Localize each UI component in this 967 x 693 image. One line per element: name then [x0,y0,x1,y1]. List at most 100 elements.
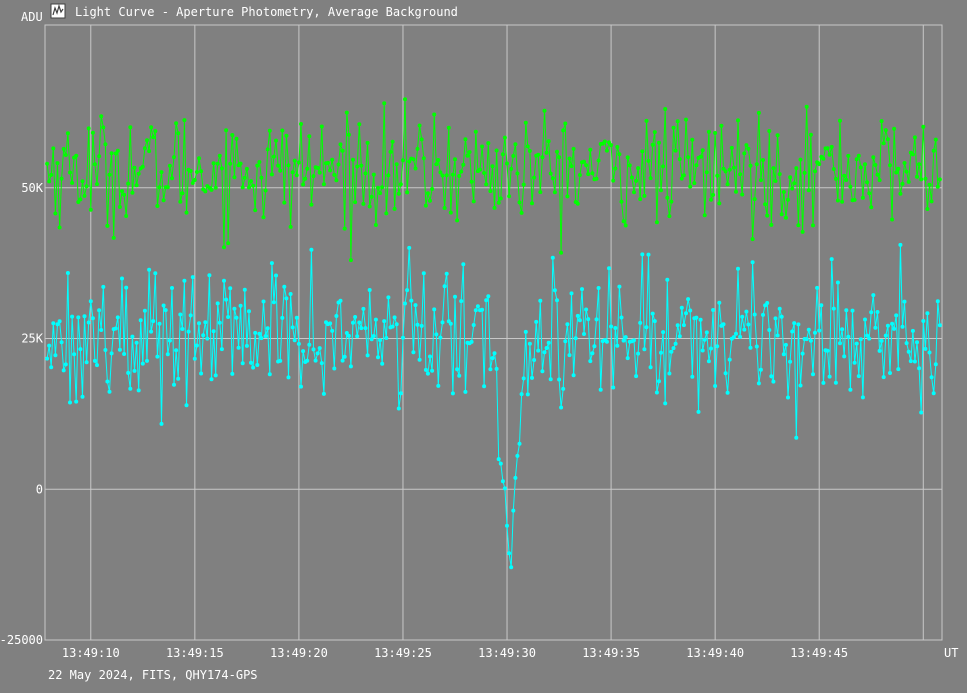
data-point [571,146,576,151]
data-point [736,118,740,123]
data-point [704,330,709,335]
data-point [257,331,262,336]
data-point [101,125,106,130]
data-point [921,319,926,323]
data-point [846,334,851,339]
data-point [517,200,522,205]
data-point [49,172,54,177]
data-point [679,305,684,310]
data-point [192,178,197,182]
data-point [244,166,249,171]
data-point [577,318,582,323]
data-point [186,329,191,334]
data-point [199,371,204,376]
data-point [53,211,58,216]
data-point [748,163,753,168]
data-point [681,323,686,328]
data-point [170,286,174,290]
data-point [86,126,91,131]
data-point [767,328,772,332]
data-point [132,368,137,373]
data-point [394,322,399,327]
data-point [590,351,595,356]
data-point [858,337,863,342]
data-point [915,174,919,179]
data-point [170,176,174,181]
data-point [228,286,233,291]
data-point [403,97,407,102]
data-point [788,359,793,364]
data-point [442,206,447,210]
data-point [163,308,168,313]
data-point [244,343,249,348]
data-point [65,271,70,275]
data-point [619,315,624,320]
data-point [661,330,666,335]
data-point [392,315,397,320]
x-tick-label: 13:49:40 [686,646,744,660]
data-point [288,292,293,296]
data-point [502,135,507,140]
data-point [744,309,749,314]
data-point [890,217,895,222]
data-point [153,271,158,276]
data-point [765,213,770,218]
data-point [398,182,403,187]
data-point [159,421,164,426]
data-point [790,186,795,191]
data-point [894,170,899,175]
data-point [688,308,693,313]
data-point [55,161,60,166]
data-point [313,358,318,363]
data-point [330,328,335,333]
data-point [392,206,397,211]
data-point [157,185,162,190]
data-point [172,382,176,387]
data-point [752,312,757,317]
data-point [463,389,468,394]
data-point [758,178,763,183]
data-point [136,171,141,176]
data-point [107,389,112,394]
data-point [848,387,853,392]
data-point [201,333,206,338]
data-point [935,184,940,189]
data-point [584,307,589,312]
data-point [525,144,530,149]
data-point [292,338,297,343]
data-point [937,323,942,328]
data-point [817,328,822,333]
data-point [99,114,104,119]
data-point [746,322,751,327]
data-point [271,154,276,159]
data-point [317,346,322,351]
data-point [727,167,732,172]
data-point [919,177,924,182]
data-point [552,190,557,195]
data-point [898,242,903,247]
data-point [328,321,333,326]
data-point [919,410,924,415]
data-point [97,308,102,313]
data-point [194,170,199,174]
data-point [657,379,661,384]
data-point [292,158,297,163]
data-point [734,331,738,336]
data-point [854,341,859,346]
data-point [340,148,345,153]
data-point [927,182,932,187]
data-point [648,365,653,370]
data-point [230,133,235,137]
data-point [165,352,170,357]
data-point [228,161,233,166]
data-point [242,175,247,180]
data-point [925,311,930,316]
data-point [242,287,247,292]
data-point [794,435,799,440]
data-point [686,155,691,160]
data-point [78,197,83,202]
data-point [411,157,416,162]
data-point [430,187,435,191]
data-point [500,479,505,484]
data-point [167,163,172,168]
